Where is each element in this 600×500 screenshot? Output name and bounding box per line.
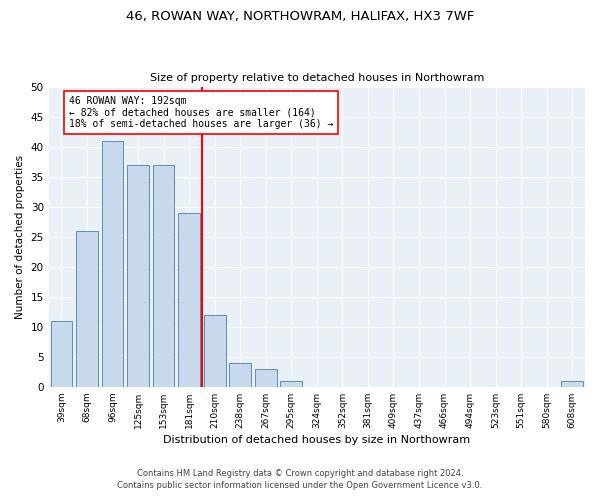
Bar <box>204 315 226 387</box>
Bar <box>76 230 98 387</box>
Bar <box>229 363 251 387</box>
Bar <box>562 381 583 387</box>
X-axis label: Distribution of detached houses by size in Northowram: Distribution of detached houses by size … <box>163 435 470 445</box>
Bar <box>153 164 175 387</box>
Bar <box>101 140 124 387</box>
Text: 46, ROWAN WAY, NORTHOWRAM, HALIFAX, HX3 7WF: 46, ROWAN WAY, NORTHOWRAM, HALIFAX, HX3 … <box>126 10 474 23</box>
Title: Size of property relative to detached houses in Northowram: Size of property relative to detached ho… <box>149 73 484 83</box>
Y-axis label: Number of detached properties: Number of detached properties <box>15 154 25 319</box>
Text: Contains HM Land Registry data © Crown copyright and database right 2024.
Contai: Contains HM Land Registry data © Crown c… <box>118 468 482 490</box>
Bar <box>178 212 200 387</box>
Bar <box>127 164 149 387</box>
Text: 46 ROWAN WAY: 192sqm
← 82% of detached houses are smaller (164)
18% of semi-deta: 46 ROWAN WAY: 192sqm ← 82% of detached h… <box>69 96 334 129</box>
Bar <box>255 369 277 387</box>
Bar <box>280 381 302 387</box>
Bar <box>50 321 72 387</box>
